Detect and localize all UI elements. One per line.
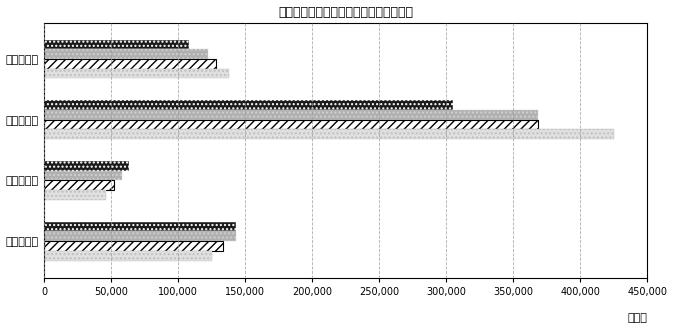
Bar (44, 49, 208, 59)
Bar (44, 190, 106, 200)
Bar (44, 120, 538, 129)
Bar (44, 222, 236, 232)
Bar (44, 129, 614, 139)
Bar (44, 40, 189, 49)
Bar (44, 241, 223, 251)
Bar (44, 171, 122, 180)
Bar (44, 232, 236, 241)
Bar (44, 69, 229, 78)
Bar (44, 110, 538, 120)
Bar (44, 59, 216, 69)
Text: （円）: （円） (627, 313, 647, 323)
Title: 図３－２　人口規模別にみた学校教育費: 図３－２ 人口規模別にみた学校教育費 (279, 6, 413, 18)
Bar (44, 161, 129, 171)
Bar (44, 251, 212, 260)
Bar (44, 180, 114, 190)
Bar (44, 100, 453, 110)
